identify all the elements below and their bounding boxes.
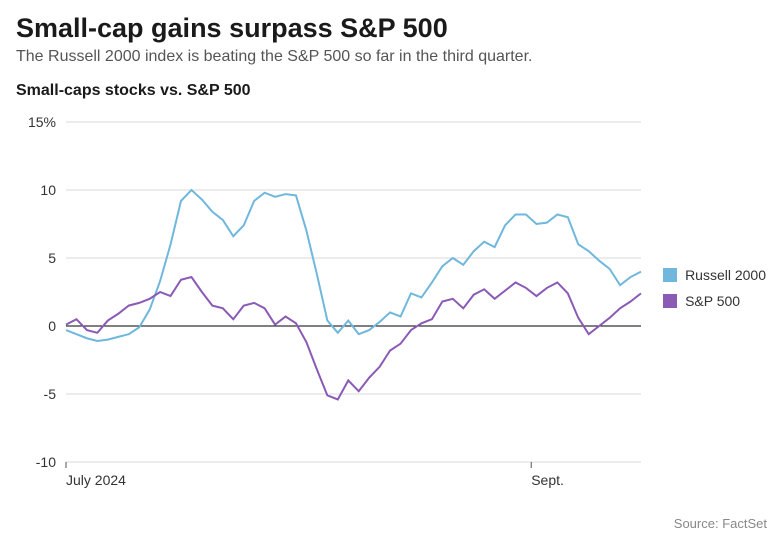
chart-area: Russell 2000 S&P 500 -10 -5 0 5 10 15% July 20… — [16, 112, 766, 507]
y-axis-tick-label: 10 — [16, 182, 56, 198]
line-chart-svg — [16, 112, 766, 507]
legend-item-sp500: S&P 500 — [663, 293, 766, 309]
legend-swatch-sp500 — [663, 294, 677, 308]
source-attribution: Source: FactSet — [674, 516, 767, 531]
y-axis-tick-label: 5 — [16, 250, 56, 266]
chart-headline: Small-cap gains surpass S&P 500 — [16, 12, 767, 44]
y-axis-tick-label: 15% — [16, 114, 56, 130]
legend-item-russell: Russell 2000 — [663, 267, 766, 283]
x-axis-tick-label: July 2024 — [66, 472, 126, 488]
legend-label-russell: Russell 2000 — [685, 267, 766, 283]
legend-swatch-russell — [663, 268, 677, 282]
y-axis-tick-label: -5 — [16, 386, 56, 402]
series-russell-2000 — [66, 190, 641, 341]
y-axis-tick-label: 0 — [16, 318, 56, 334]
legend: Russell 2000 S&P 500 — [663, 267, 766, 319]
series-s-p-500 — [66, 277, 641, 399]
chart-subheading: Small-caps stocks vs. S&P 500 — [16, 82, 767, 100]
chart-subtitle: The Russell 2000 index is beating the S&… — [16, 48, 767, 66]
y-axis-tick-label: -10 — [16, 454, 56, 470]
x-axis-tick-label: Sept. — [531, 472, 564, 488]
legend-label-sp500: S&P 500 — [685, 293, 740, 309]
